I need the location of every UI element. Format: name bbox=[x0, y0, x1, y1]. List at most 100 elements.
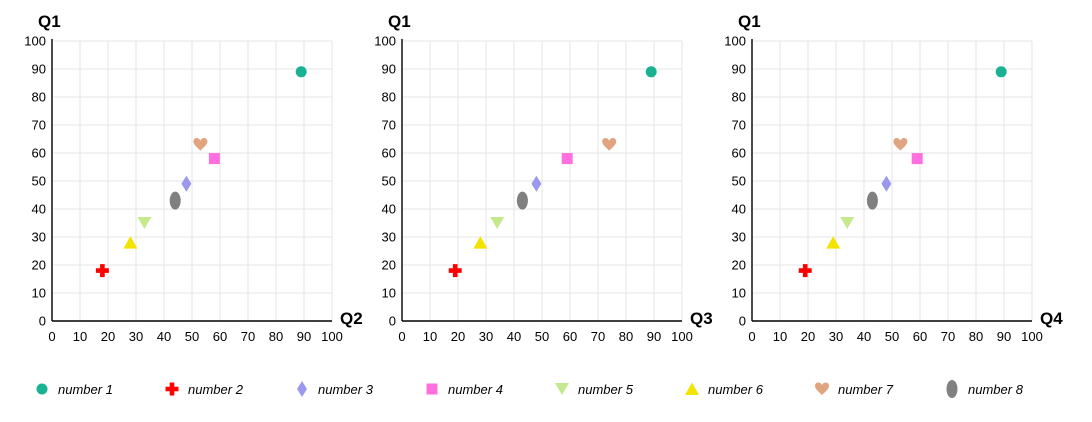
y-tick-label: 100 bbox=[374, 34, 396, 49]
legend-label: number 6 bbox=[708, 382, 764, 397]
legend-marker-number-5 bbox=[555, 383, 569, 395]
y-tick-label: 30 bbox=[32, 230, 46, 245]
x-tick-label: 30 bbox=[829, 329, 843, 344]
y-tick-label: 0 bbox=[389, 314, 396, 329]
legend-label: number 8 bbox=[968, 382, 1024, 397]
legend-item-number-2: number 2 bbox=[165, 382, 244, 397]
legend-item-number-8: number 8 bbox=[946, 380, 1024, 398]
x-tick-label: 90 bbox=[997, 329, 1011, 344]
data-point-number-8 bbox=[516, 191, 528, 210]
legend-marker-number-7 bbox=[815, 382, 829, 395]
data-point-number-6 bbox=[473, 236, 488, 249]
x-tick-label: 0 bbox=[398, 329, 405, 344]
x-tick-label: 60 bbox=[213, 329, 227, 344]
legend-marker-number-1 bbox=[36, 383, 48, 395]
scatter-panel-3: 0 10 20 30 40 50 60 70 80 90 100 0 10 20 30 40 50 60 70 80 9… bbox=[724, 12, 1063, 344]
y-tick-label: 20 bbox=[32, 258, 46, 273]
legend-item-number-5: number 5 bbox=[555, 382, 634, 397]
y-axis-title: Q1 bbox=[38, 12, 61, 31]
y-tick-label: 50 bbox=[732, 174, 746, 189]
legend-item-number-6: number 6 bbox=[685, 382, 764, 397]
x-tick-label: 0 bbox=[48, 329, 55, 344]
scatter-panel-2: 0 10 20 30 40 50 60 70 80 90 100 0 10 20 30 40 50 60 70 80 9… bbox=[374, 12, 712, 344]
y-tick-label: 0 bbox=[39, 314, 46, 329]
x-tick-label: 30 bbox=[479, 329, 493, 344]
x-tick-label: 100 bbox=[321, 329, 343, 344]
x-tick-label: 70 bbox=[941, 329, 955, 344]
y-tick-label: 100 bbox=[724, 34, 746, 49]
data-point-number-1 bbox=[295, 66, 307, 78]
y-tick-label: 100 bbox=[24, 34, 46, 49]
legend-label: number 5 bbox=[578, 382, 634, 397]
data-point-number-3 bbox=[531, 175, 542, 192]
x-tick-label: 70 bbox=[591, 329, 605, 344]
y-tick-label: 10 bbox=[32, 286, 46, 301]
x-tick-label: 80 bbox=[269, 329, 283, 344]
y-tick-label: 80 bbox=[382, 90, 396, 105]
legend-marker-number-8 bbox=[946, 380, 958, 398]
scatter-panel-1: 0 10 20 30 40 50 60 70 80 90 100 0 10 20 30 40 50 60 70 80 9… bbox=[24, 12, 362, 344]
data-point-number-2 bbox=[798, 264, 812, 278]
legend-label: number 3 bbox=[318, 382, 374, 397]
x-tick-label: 80 bbox=[969, 329, 983, 344]
y-tick-label: 20 bbox=[732, 258, 746, 273]
data-point-number-7 bbox=[193, 138, 208, 151]
data-point-number-5 bbox=[840, 217, 855, 229]
y-tick-label: 0 bbox=[739, 314, 746, 329]
y-tick-label: 50 bbox=[382, 174, 396, 189]
x-tick-label: 40 bbox=[157, 329, 171, 344]
x-axis-title: Q4 bbox=[1040, 309, 1063, 328]
x-tick-label: 50 bbox=[535, 329, 549, 344]
data-point-number-1 bbox=[995, 66, 1007, 78]
x-tick-label: 100 bbox=[671, 329, 693, 344]
data-point-number-2 bbox=[95, 264, 109, 278]
y-tick-label: 50 bbox=[32, 174, 46, 189]
x-tick-label: 30 bbox=[129, 329, 143, 344]
legend-marker-number-6 bbox=[685, 382, 699, 395]
y-tick-label: 60 bbox=[382, 146, 396, 161]
x-tick-label: 20 bbox=[801, 329, 815, 344]
y-tick-label: 40 bbox=[382, 202, 396, 217]
y-tick-label: 40 bbox=[32, 202, 46, 217]
data-point-number-5 bbox=[137, 217, 152, 229]
x-tick-label: 0 bbox=[748, 329, 755, 344]
x-tick-label: 100 bbox=[1021, 329, 1043, 344]
x-tick-label: 60 bbox=[563, 329, 577, 344]
data-point-number-7 bbox=[602, 138, 617, 151]
x-tick-label: 90 bbox=[297, 329, 311, 344]
x-tick-label: 90 bbox=[647, 329, 661, 344]
y-tick-label: 60 bbox=[32, 146, 46, 161]
y-tick-label: 70 bbox=[732, 118, 746, 133]
legend-item-number-1: number 1 bbox=[36, 382, 113, 397]
legend-marker-number-2 bbox=[165, 382, 179, 396]
data-point-number-4 bbox=[911, 153, 923, 165]
y-tick-label: 10 bbox=[732, 286, 746, 301]
legend-label: number 7 bbox=[838, 382, 894, 397]
x-tick-label: 20 bbox=[451, 329, 465, 344]
y-tick-label: 80 bbox=[732, 90, 746, 105]
data-point-number-4 bbox=[208, 153, 220, 165]
legend-item-number-7: number 7 bbox=[815, 382, 894, 397]
x-tick-label: 40 bbox=[857, 329, 871, 344]
legend-item-number-4: number 4 bbox=[426, 382, 503, 397]
data-point-number-5 bbox=[490, 217, 505, 229]
data-point-number-8 bbox=[169, 191, 181, 210]
x-tick-label: 60 bbox=[913, 329, 927, 344]
data-point-number-4 bbox=[561, 153, 573, 165]
y-tick-label: 90 bbox=[382, 62, 396, 77]
y-tick-label: 70 bbox=[32, 118, 46, 133]
data-point-number-6 bbox=[826, 236, 841, 249]
x-tick-label: 10 bbox=[773, 329, 787, 344]
data-point-number-6 bbox=[123, 236, 138, 249]
y-tick-label: 80 bbox=[32, 90, 46, 105]
y-tick-label: 30 bbox=[732, 230, 746, 245]
data-point-number-3 bbox=[881, 175, 892, 192]
x-tick-label: 70 bbox=[241, 329, 255, 344]
data-point-number-7 bbox=[893, 138, 908, 151]
y-tick-label: 30 bbox=[382, 230, 396, 245]
chart-panels: 0 10 20 30 40 50 60 70 80 90 100010203040506070809… bbox=[24, 12, 1063, 344]
y-tick-label: 70 bbox=[382, 118, 396, 133]
legend-label: number 2 bbox=[188, 382, 244, 397]
y-tick-label: 10 bbox=[382, 286, 396, 301]
